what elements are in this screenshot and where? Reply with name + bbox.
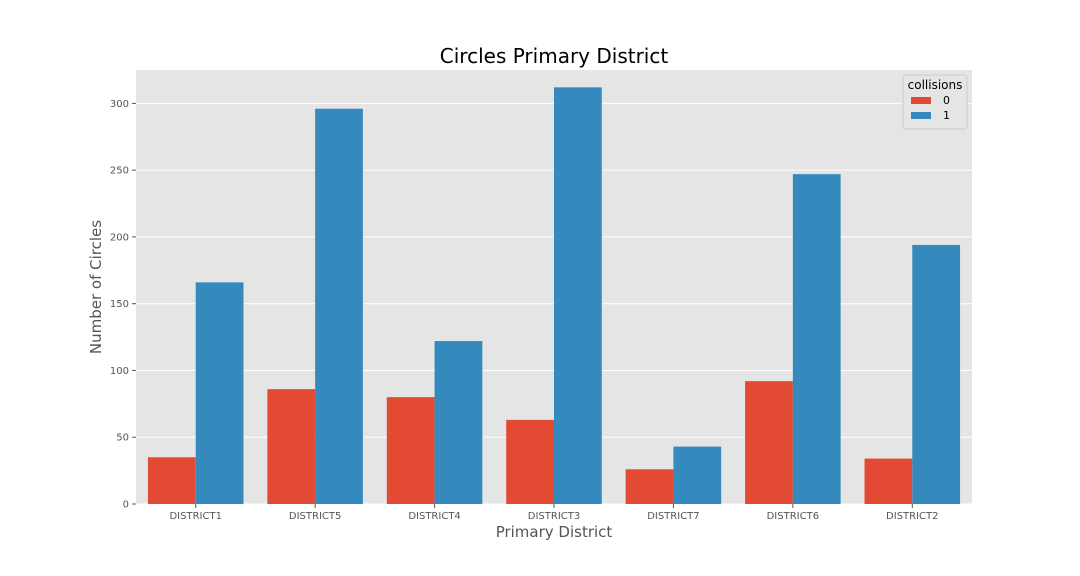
x-tick-label: DISTRICT6 xyxy=(767,511,819,522)
bar-district4-series-0 xyxy=(386,397,435,504)
y-tick-label: 100 xyxy=(110,366,129,377)
bar-district5-series-1 xyxy=(315,108,363,505)
x-axis-label: Primary District xyxy=(496,523,613,541)
bar-district3-series-0 xyxy=(506,419,554,504)
chart-title: Circles Primary District xyxy=(440,44,669,68)
y-tick-label: 300 xyxy=(110,99,129,110)
y-axis-label: Number of Circles xyxy=(87,220,105,354)
x-tick-label: DISTRICT7 xyxy=(647,511,699,522)
bar-district6-series-0 xyxy=(745,381,793,504)
y-tick-label: 150 xyxy=(110,299,129,310)
legend-label-1: 1 xyxy=(943,109,950,122)
bar-district5-series-0 xyxy=(267,389,316,504)
y-tick-label: 0 xyxy=(123,500,129,511)
bars xyxy=(147,87,961,505)
bar-district2-series-0 xyxy=(864,458,913,504)
bar-district2-series-1 xyxy=(912,244,961,505)
x-axis-ticks: DISTRICT1 DISTRICT5 DISTRICT4 DISTRICT3 DIST… xyxy=(169,504,939,522)
y-tick-label: 200 xyxy=(110,232,129,243)
y-tick-label: 50 xyxy=(116,433,129,444)
bar-district3-series-1 xyxy=(554,87,602,505)
x-tick-label: DISTRICT1 xyxy=(169,511,221,522)
legend-swatch-1 xyxy=(911,112,931,119)
x-tick-label: DISTRICT3 xyxy=(528,511,580,522)
y-axis-ticks: 0 50 100 150 200 250 300 xyxy=(110,99,136,511)
legend-title: collisions xyxy=(908,78,963,92)
x-tick-label: DISTRICT5 xyxy=(289,511,341,522)
bar-district1-series-1 xyxy=(195,282,244,504)
bar-district4-series-1 xyxy=(434,341,483,504)
bar-district6-series-1 xyxy=(792,174,841,504)
x-tick-label: DISTRICT2 xyxy=(886,511,938,522)
bar-district7-series-1 xyxy=(673,446,722,504)
x-tick-label: DISTRICT4 xyxy=(408,511,460,522)
legend-label-0: 0 xyxy=(943,94,950,107)
bar-district7-series-0 xyxy=(625,469,674,504)
legend-swatch-0 xyxy=(911,97,931,104)
legend: collisions 0 1 xyxy=(902,74,968,130)
bar-district1-series-0 xyxy=(147,457,196,504)
y-tick-label: 250 xyxy=(110,166,129,177)
